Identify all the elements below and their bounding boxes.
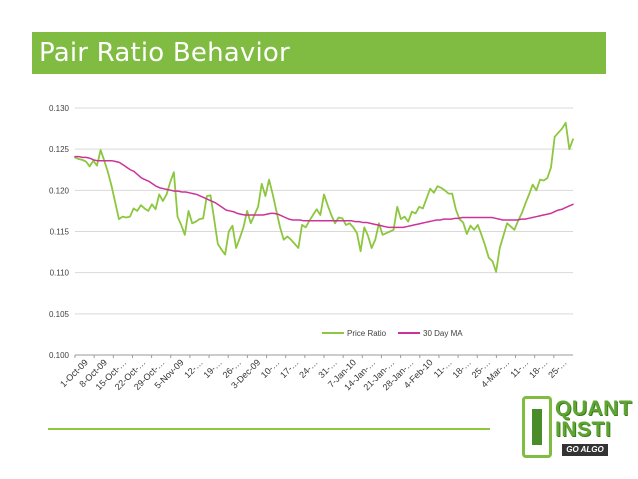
y-tick-label: 0.110 xyxy=(50,269,70,278)
x-axis-tick-labels: 1-Oct-098-Oct-0915-Oct-…22-Oct-…29-Oct-…… xyxy=(58,357,569,392)
x-tick-label: 19-… xyxy=(201,357,224,380)
y-tick-label: 0.120 xyxy=(49,186,70,195)
legend-label: 30 Day MA xyxy=(423,329,463,338)
x-tick-label: 11-… xyxy=(432,357,454,379)
series-line-price-ratio xyxy=(74,121,574,273)
x-tick-label: 12-… xyxy=(182,357,205,380)
x-tick-label: 17-… xyxy=(278,357,301,380)
logo-text-insti: INSTI xyxy=(555,418,612,441)
x-tick-label: 11-… xyxy=(508,357,530,379)
slide-title: Pair Ratio Behavior xyxy=(39,38,290,68)
logo-mark-icon xyxy=(522,396,552,458)
x-axis-tick-marks xyxy=(74,355,555,358)
x-tick-label: 10-… xyxy=(259,357,282,380)
title-bar: Pair Ratio Behavior xyxy=(32,32,606,74)
logo-text-quant: QUANT xyxy=(555,397,633,420)
y-gridlines xyxy=(75,107,573,315)
x-tick-label: 25-… xyxy=(546,357,569,380)
series-lines xyxy=(74,121,574,273)
quantinsti-logo: QUANT INSTI GO ALGO xyxy=(522,392,632,462)
y-tick-label: 0.130 xyxy=(49,104,70,113)
legend: Price Ratio 30 Day MA xyxy=(322,329,463,338)
logo-tagline: GO ALGO xyxy=(562,444,608,456)
y-axis-ticks: 0.100 0.105 0.110 0.115 0.120 0.125 0.130 xyxy=(49,104,70,360)
y-tick-label: 0.125 xyxy=(49,145,70,154)
footer-divider xyxy=(48,428,490,430)
x-tick-label: 24-… xyxy=(297,357,320,380)
y-tick-label: 0.100 xyxy=(49,351,70,360)
series-line-30-day-ma xyxy=(74,155,574,229)
x-tick-label: 18-… xyxy=(527,357,550,380)
x-tick-label: 18-… xyxy=(450,357,473,380)
y-tick-label: 0.105 xyxy=(49,310,70,319)
y-tick-label: 0.115 xyxy=(50,228,70,237)
legend-label: Price Ratio xyxy=(347,329,387,338)
